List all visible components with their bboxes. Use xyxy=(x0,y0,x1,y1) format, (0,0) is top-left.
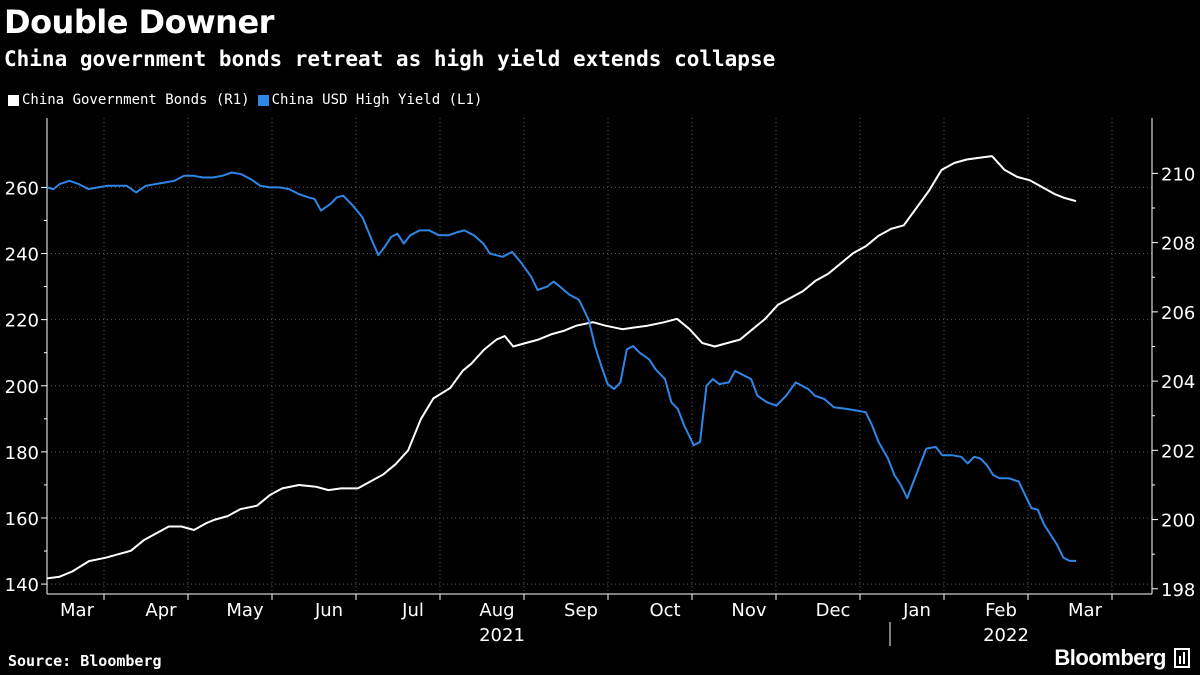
chart-subtitle: China government bonds retreat as high y… xyxy=(4,47,776,71)
x-tick-label: Jan xyxy=(902,600,931,621)
series-line-high-yield xyxy=(46,171,1076,562)
left-tick-label: 180 xyxy=(5,443,39,464)
x-tick-label: Apr xyxy=(145,600,177,621)
legend-swatch-gov-bonds xyxy=(8,94,19,106)
left-tick-label: 200 xyxy=(5,377,39,398)
chart-title: Double Downer xyxy=(4,3,274,41)
series-line-gov-bonds xyxy=(46,155,1077,580)
right-tick-label: 204 xyxy=(1161,372,1195,393)
legend-item-high-yield: China USD High Yield (L1) xyxy=(257,91,483,109)
x-tick-label: Oct xyxy=(649,600,680,621)
x-tick-label: Dec xyxy=(816,600,851,621)
brand-name: Bloomberg xyxy=(1054,645,1166,670)
left-tick-label: 240 xyxy=(5,245,39,266)
left-tick-label: 140 xyxy=(5,575,39,596)
year-label: 2022 xyxy=(983,625,1029,646)
right-tick-label: 200 xyxy=(1161,511,1195,532)
year-label: 2021 xyxy=(479,625,525,646)
x-tick-label: Jun xyxy=(314,600,343,621)
x-tick-label: Mar xyxy=(1068,600,1103,621)
left-tick-label: 260 xyxy=(5,178,39,199)
legend-item-gov-bonds: China Government Bonds (R1) xyxy=(8,91,250,109)
left-tick-label: 160 xyxy=(5,509,39,530)
x-tick-label: Jul xyxy=(401,600,424,621)
x-tick-label: Aug xyxy=(479,600,514,621)
legend-swatch-high-yield xyxy=(257,94,269,106)
bloomberg-terminal-icon xyxy=(1174,648,1190,668)
right-tick-label: 202 xyxy=(1161,441,1195,462)
right-tick-label: 206 xyxy=(1161,303,1195,324)
x-tick-label: Nov xyxy=(731,600,766,621)
x-tick-label: Feb xyxy=(985,600,1017,621)
x-tick-label: Sep xyxy=(564,600,598,621)
brand-logo: Bloomberg xyxy=(1054,644,1190,672)
right-tick-label: 198 xyxy=(1161,580,1195,601)
left-tick-label: 220 xyxy=(5,311,39,332)
right-tick-label: 208 xyxy=(1161,234,1195,255)
legend: China Government Bonds (R1) China USD Hi… xyxy=(8,91,490,109)
source-note: Source: Bloomberg xyxy=(8,652,162,670)
legend-label-gov-bonds: China Government Bonds (R1) xyxy=(22,92,250,108)
right-tick-label: 210 xyxy=(1161,164,1195,185)
x-tick-label: May xyxy=(226,600,264,621)
legend-label-high-yield: China USD High Yield (L1) xyxy=(271,92,483,108)
x-tick-label: Mar xyxy=(60,600,95,621)
